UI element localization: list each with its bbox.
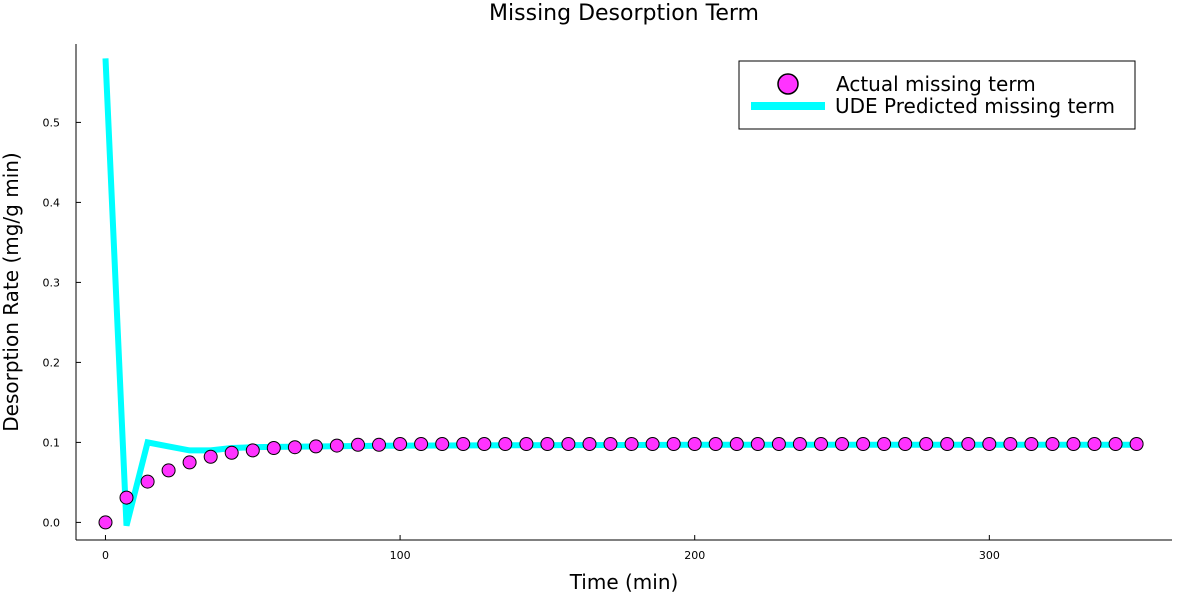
data-point-actual <box>435 437 450 451</box>
data-point-actual <box>1045 437 1060 451</box>
data-point-actual <box>1129 437 1144 451</box>
y-tick-label: 0.3 <box>43 276 61 289</box>
y-ticks: 0.0 0.1 0.2 0.3 0.4 0.5 <box>43 116 81 529</box>
legend-box <box>738 60 1136 130</box>
y-tick-label: 0.4 <box>43 196 61 209</box>
data-point-actual <box>961 437 976 451</box>
y-tick-label: 0.5 <box>43 116 61 129</box>
data-point-actual <box>982 437 997 451</box>
legend-label-predicted: UDE Predicted missing term <box>835 94 1115 118</box>
data-point-actual <box>1066 437 1081 451</box>
point-layer <box>98 437 1144 530</box>
data-point-actual <box>856 437 871 451</box>
data-point-actual <box>877 437 892 451</box>
data-point-actual <box>1087 437 1102 451</box>
chart-title: Missing Desorption Term <box>489 1 759 26</box>
data-point-actual <box>519 437 534 451</box>
data-point-actual <box>308 439 323 454</box>
data-point-actual <box>498 437 513 451</box>
data-point-actual <box>687 437 702 451</box>
series-line-predicted <box>102 58 1137 527</box>
data-point-actual <box>561 437 576 451</box>
legend-label-actual: Actual missing term <box>836 72 1036 96</box>
x-tick-label: 0 <box>102 549 109 562</box>
data-point-actual <box>645 437 660 451</box>
data-point-actual <box>1108 437 1123 451</box>
data-point-actual <box>372 437 386 452</box>
y-tick-label: 0.0 <box>43 516 61 529</box>
data-point-actual <box>98 515 113 530</box>
data-point-actual <box>624 437 639 451</box>
legend-marker-actual <box>777 73 799 95</box>
data-point-actual <box>708 437 723 451</box>
data-point-actual <box>919 437 934 451</box>
data-point-actual <box>1003 437 1018 451</box>
data-point-actual <box>224 445 239 460</box>
y-tick-label: 0.1 <box>43 436 61 449</box>
x-tick-label: 100 <box>390 549 411 562</box>
data-point-actual <box>182 455 197 470</box>
x-ticks: 0 100 200 300 <box>102 535 1000 562</box>
data-point-actual <box>750 437 765 451</box>
data-point-actual <box>792 437 807 451</box>
x-tick-label: 300 <box>979 549 1000 562</box>
line-layer <box>102 58 1137 527</box>
y-axis-label: Desorption Rate (mg/g min) <box>0 152 23 431</box>
data-point-actual <box>456 437 471 451</box>
data-point-actual <box>287 440 302 455</box>
data-point-actual <box>540 437 555 451</box>
x-tick-label: 200 <box>684 549 705 562</box>
data-point-actual <box>898 437 913 451</box>
data-point-actual <box>835 437 849 451</box>
data-point-actual <box>666 437 681 451</box>
data-point-actual <box>414 437 429 451</box>
data-point-actual <box>603 437 618 451</box>
x-axis-label: Time (min) <box>569 570 679 594</box>
data-point-actual <box>203 449 218 464</box>
data-point-actual <box>161 463 176 478</box>
data-point-actual <box>582 437 597 451</box>
data-point-actual <box>119 490 134 505</box>
data-point-actual <box>329 438 344 453</box>
data-point-actual <box>140 474 155 489</box>
legend: Actual missing term UDE Predicted missin… <box>738 60 1136 130</box>
y-tick-label: 0.2 <box>43 356 61 369</box>
data-point-actual <box>771 437 786 451</box>
data-point-actual <box>393 437 408 451</box>
data-point-actual <box>1024 437 1039 451</box>
data-point-actual <box>729 437 744 451</box>
data-point-actual <box>477 437 492 451</box>
data-point-actual <box>351 437 365 452</box>
data-point-actual <box>814 437 828 451</box>
data-point-actual <box>940 437 955 451</box>
data-point-actual <box>266 441 281 455</box>
data-point-actual <box>245 443 260 458</box>
